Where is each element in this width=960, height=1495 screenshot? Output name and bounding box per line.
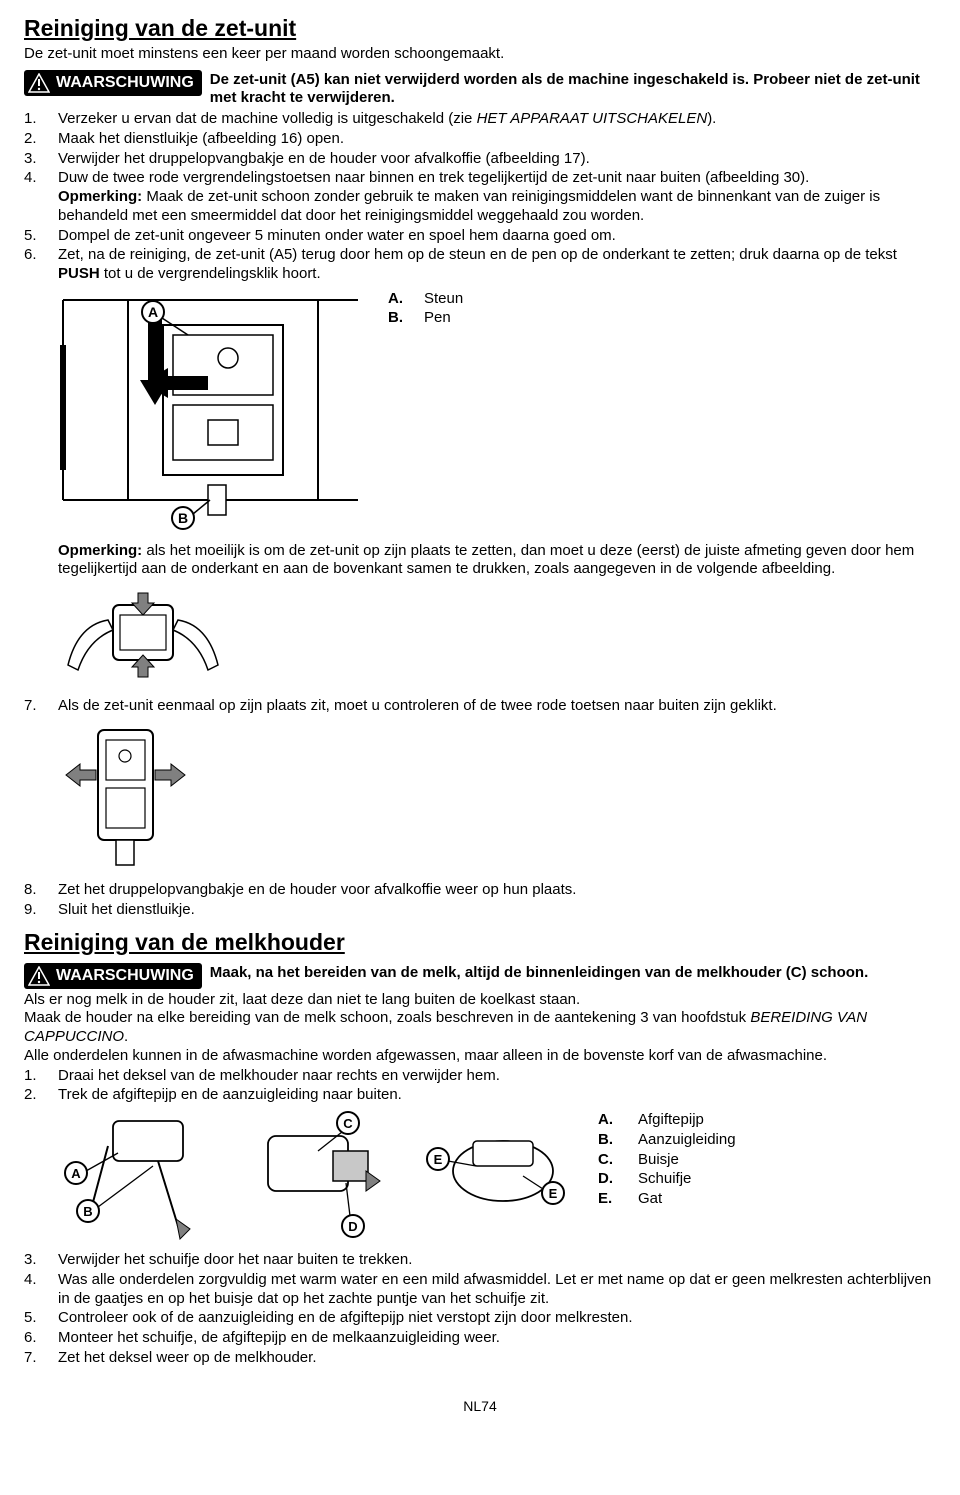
svg-text:D: D — [348, 1219, 357, 1234]
step-1-a: Verzeker u ervan dat de machine volledig… — [58, 110, 477, 127]
legend-a-val: Steun — [424, 290, 463, 309]
milk-leg-d-k: D. — [598, 1170, 622, 1189]
step-4-note-text: Maak de zet-unit schoon zonder gebruik t… — [58, 188, 880, 224]
legend-b-key: B. — [388, 309, 412, 328]
warning-label-2: WAARSCHUWING — [56, 966, 194, 986]
step-1-b: HET APPARAAT UITSCHAKELEN — [477, 110, 708, 127]
warning-badge: WAARSCHUWING — [24, 70, 202, 96]
figure-row-brew-unit: A B A. Steun B. Pen — [58, 290, 936, 536]
milk-p2: Maak de houder na elke bereiding van de … — [24, 1009, 936, 1047]
warning-block-2: WAARSCHUWING Maak, na het bereiden van d… — [24, 963, 936, 989]
section-title-milk: Reiniging van de melkhouder — [24, 928, 936, 957]
step-6-c: tot u de vergrendelingsklik hoort. — [100, 265, 321, 282]
milk-leg-c-v: Buisje — [638, 1151, 679, 1170]
step-1: Verzeker u ervan dat de machine volledig… — [24, 110, 936, 129]
warning-text-2: Maak, na het bereiden van de melk, altij… — [210, 963, 936, 983]
milk-step-6: Monteer het schuifje, de afgiftepijp en … — [24, 1329, 936, 1348]
step-6-b: PUSH — [58, 265, 100, 282]
milk-p1: Als er nog melk in de houder zit, laat d… — [24, 991, 936, 1010]
steps-list-1c: Zet het druppelopvangbakje en de houder … — [24, 881, 936, 920]
milk-step-1: Draai het deksel van de melkhouder naar … — [24, 1067, 936, 1086]
section-title-brew-unit: Reiniging van de zet-unit — [24, 14, 936, 43]
step-1-c: ). — [707, 110, 716, 127]
milk-leg-a-k: A. — [598, 1111, 622, 1130]
step-7: Als de zet-unit eenmaal op zijn plaats z… — [24, 697, 936, 716]
milk-leg-b-v: Aanzuigleiding — [638, 1131, 736, 1150]
step-8: Zet het druppelopvangbakje en de houder … — [24, 881, 936, 900]
step-6-a: Zet, na de reiniging, de zet-unit (A5) t… — [58, 246, 897, 263]
step-5: Dompel de zet-unit ongeveer 5 minuten on… — [24, 227, 936, 246]
svg-text:C: C — [343, 1116, 353, 1131]
figure-row-milk: A B C D E E A. Afgiftepijp B. Aanzuigleidi… — [58, 1111, 936, 1241]
warning-icon — [28, 73, 50, 93]
milk-leg-b-k: B. — [598, 1131, 622, 1150]
milk-p3: Alle onderdelen kunnen in de afwasmachin… — [24, 1047, 936, 1066]
step-3: Verwijder het druppelopvangbakje en de h… — [24, 150, 936, 169]
milk-p2-c: . — [124, 1028, 128, 1045]
milk-leg-a-v: Afgiftepijp — [638, 1111, 704, 1130]
step-9: Sluit het dienstluikje. — [24, 901, 936, 920]
warning-badge-2: WAARSCHUWING — [24, 963, 202, 989]
warning-icon — [28, 966, 50, 986]
svg-text:B: B — [178, 510, 188, 526]
milk-leg-e-v: Gat — [638, 1190, 662, 1209]
mid-note-text: als het moeilijk is om de zet-unit op zi… — [58, 542, 914, 578]
milk-leg-c-k: C. — [598, 1151, 622, 1170]
svg-text:A: A — [71, 1166, 81, 1181]
legend-a-key: A. — [388, 290, 412, 309]
milk-step-2: Trek de afgiftepijp en de aanzuigleiding… — [24, 1086, 936, 1105]
milk-p2-a: Maak de houder na elke bereiding van de … — [24, 1009, 750, 1026]
page-number: NL74 — [24, 1398, 936, 1416]
milk-step-5: Controleer ook of de aanzuigleiding en d… — [24, 1309, 936, 1328]
legend-milk: A.Afgiftepijp B.Aanzuigleiding C.Buisje … — [598, 1111, 736, 1210]
milk-step-4: Was alle onderdelen zorgvuldig met warm … — [24, 1271, 936, 1309]
svg-text:E: E — [434, 1152, 443, 1167]
steps-list-1b: Als de zet-unit eenmaal op zijn plaats z… — [24, 697, 936, 716]
milk-leg-d-v: Schuifje — [638, 1170, 691, 1189]
steps-list-milk-b: Verwijder het schuifje door het naar bui… — [24, 1251, 936, 1368]
step-2: Maak het dienstluikje (afbeelding 16) op… — [24, 130, 936, 149]
intro-text: De zet-unit moet minstens een keer per m… — [24, 45, 936, 64]
svg-text:B: B — [83, 1204, 92, 1219]
legend-brew-unit: A. Steun B. Pen — [388, 290, 463, 328]
step-4: Duw de twee rode vergrendelingstoetsen n… — [24, 169, 936, 225]
steps-list-1: Verzeker u ervan dat de machine volledig… — [24, 110, 936, 284]
step-4-text: Duw de twee rode vergrendelingstoetsen n… — [58, 169, 809, 186]
figure-milk-ab: A B — [58, 1111, 218, 1241]
milk-leg-e-k: E. — [598, 1190, 622, 1209]
milk-step-7: Zet het deksel weer op de melkhouder. — [24, 1349, 936, 1368]
figure-milk-e: E E — [418, 1111, 578, 1241]
figure-brew-unit-diagram: A B — [58, 290, 358, 536]
figure-hands-compress — [58, 585, 936, 691]
steps-list-milk-a: Draai het deksel van de melkhouder naar … — [24, 1067, 936, 1106]
figure-milk-cd: C D — [238, 1111, 398, 1241]
warning-text: De zet-unit (A5) kan niet verwijderd wor… — [210, 70, 936, 109]
mid-note-label: Opmerking: — [58, 542, 142, 559]
figure-buttons-out — [58, 720, 936, 876]
step-6: Zet, na de reiniging, de zet-unit (A5) t… — [24, 246, 936, 284]
step-4-note-label: Opmerking: — [58, 188, 142, 205]
mid-note: Opmerking: als het moeilijk is om de zet… — [58, 542, 936, 580]
svg-text:E: E — [549, 1186, 558, 1201]
legend-b-val: Pen — [424, 309, 451, 328]
milk-step-3: Verwijder het schuifje door het naar bui… — [24, 1251, 936, 1270]
warning-block-1: WAARSCHUWING De zet-unit (A5) kan niet v… — [24, 70, 936, 109]
warning-label: WAARSCHUWING — [56, 73, 194, 93]
svg-text:A: A — [148, 304, 158, 320]
